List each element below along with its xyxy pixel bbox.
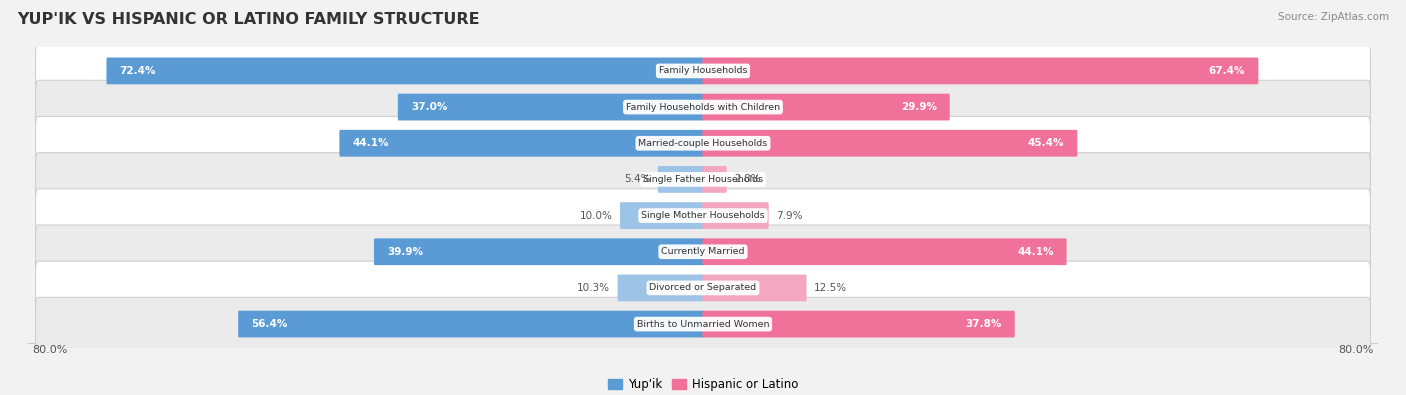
FancyBboxPatch shape	[703, 275, 807, 301]
FancyBboxPatch shape	[703, 58, 1258, 84]
Text: Currently Married: Currently Married	[661, 247, 745, 256]
FancyBboxPatch shape	[374, 238, 703, 265]
Text: 44.1%: 44.1%	[353, 138, 389, 148]
FancyBboxPatch shape	[35, 261, 1371, 315]
FancyBboxPatch shape	[703, 130, 1077, 157]
Text: 80.0%: 80.0%	[1339, 345, 1374, 355]
Text: Single Father Households: Single Father Households	[643, 175, 763, 184]
Text: 10.3%: 10.3%	[576, 283, 610, 293]
FancyBboxPatch shape	[617, 275, 703, 301]
Text: 2.8%: 2.8%	[734, 175, 761, 184]
FancyBboxPatch shape	[339, 130, 703, 157]
FancyBboxPatch shape	[620, 202, 703, 229]
Text: 45.4%: 45.4%	[1028, 138, 1064, 148]
Text: Births to Unmarried Women: Births to Unmarried Women	[637, 320, 769, 329]
FancyBboxPatch shape	[238, 311, 703, 337]
Legend: Yup'ik, Hispanic or Latino: Yup'ik, Hispanic or Latino	[603, 373, 803, 395]
Text: 5.4%: 5.4%	[624, 175, 651, 184]
FancyBboxPatch shape	[35, 225, 1371, 278]
FancyBboxPatch shape	[35, 297, 1371, 351]
FancyBboxPatch shape	[658, 166, 703, 193]
FancyBboxPatch shape	[703, 166, 727, 193]
Text: 29.9%: 29.9%	[901, 102, 936, 112]
Text: Single Mother Households: Single Mother Households	[641, 211, 765, 220]
Text: Family Households with Children: Family Households with Children	[626, 103, 780, 111]
Text: YUP'IK VS HISPANIC OR LATINO FAMILY STRUCTURE: YUP'IK VS HISPANIC OR LATINO FAMILY STRU…	[17, 12, 479, 27]
FancyBboxPatch shape	[107, 58, 703, 84]
Text: 37.8%: 37.8%	[966, 319, 1001, 329]
Text: 10.0%: 10.0%	[579, 211, 613, 220]
FancyBboxPatch shape	[398, 94, 703, 120]
Text: Source: ZipAtlas.com: Source: ZipAtlas.com	[1278, 12, 1389, 22]
Text: Married-couple Households: Married-couple Households	[638, 139, 768, 148]
FancyBboxPatch shape	[35, 80, 1371, 134]
Text: 7.9%: 7.9%	[776, 211, 803, 220]
FancyBboxPatch shape	[703, 238, 1067, 265]
Text: Family Households: Family Households	[659, 66, 747, 75]
Text: 37.0%: 37.0%	[411, 102, 447, 112]
Text: 44.1%: 44.1%	[1017, 247, 1053, 257]
FancyBboxPatch shape	[703, 311, 1015, 337]
FancyBboxPatch shape	[35, 117, 1371, 170]
Text: 39.9%: 39.9%	[387, 247, 423, 257]
FancyBboxPatch shape	[35, 152, 1371, 206]
FancyBboxPatch shape	[35, 44, 1371, 98]
Text: 12.5%: 12.5%	[814, 283, 848, 293]
FancyBboxPatch shape	[703, 202, 769, 229]
Text: 72.4%: 72.4%	[120, 66, 156, 76]
Text: 67.4%: 67.4%	[1209, 66, 1246, 76]
FancyBboxPatch shape	[703, 94, 949, 120]
FancyBboxPatch shape	[35, 189, 1371, 243]
Text: Divorced or Separated: Divorced or Separated	[650, 284, 756, 292]
Text: 56.4%: 56.4%	[252, 319, 288, 329]
Text: 80.0%: 80.0%	[32, 345, 67, 355]
